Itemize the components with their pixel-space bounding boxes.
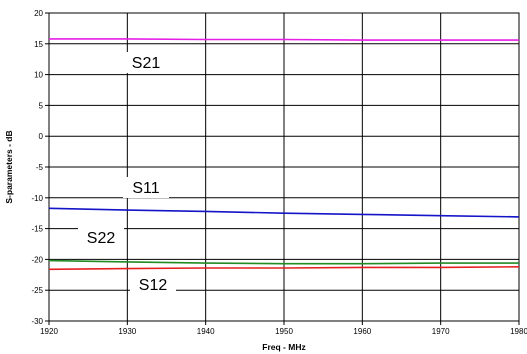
- y-tick-label: -10: [31, 194, 43, 203]
- series-line-s21: [49, 38, 519, 41]
- y-tick-label: -15: [31, 225, 43, 234]
- annotation-s21: S21: [132, 55, 161, 72]
- series-line-s11: [48, 207, 520, 218]
- y-tick-label: -25: [31, 286, 43, 295]
- y-tick-label: 5: [39, 101, 44, 110]
- x-tick-label: 1930: [118, 327, 136, 336]
- y-tick-label: 0: [39, 132, 44, 141]
- series-line-s22: [48, 259, 519, 265]
- series-lines: [48, 38, 520, 271]
- x-tick-label: 1970: [432, 327, 450, 336]
- x-tick-label: 1950: [275, 327, 293, 336]
- y-tick-label: 15: [34, 40, 43, 49]
- y-tick-label: 10: [34, 71, 43, 80]
- series-line-s12: [48, 266, 520, 271]
- x-tick-labels: 1920 1930 1940 1950 1960 1970 1980: [40, 327, 527, 336]
- series-annotations: S21 S11 S22 S12: [78, 52, 176, 295]
- y-axis-label: S-parameters - dB: [4, 130, 14, 203]
- x-axis-label: Freq - MHz: [262, 342, 305, 352]
- x-tick-label: 1920: [40, 327, 58, 336]
- annotation-background: [123, 52, 169, 73]
- y-tick-label: -5: [36, 163, 44, 172]
- annotation-s12: S12: [139, 277, 168, 294]
- grid-lines: [45, 12, 520, 325]
- annotation-background: [130, 274, 176, 295]
- y-tick-label: 20: [34, 9, 43, 18]
- y-tick-label: -30: [31, 317, 43, 326]
- x-tick-label: 1940: [197, 327, 215, 336]
- x-tick-label: 1980: [510, 327, 527, 336]
- annotation-background: [78, 227, 124, 248]
- y-tick-labels: 20 15 10 5 0 -5 -10 -15 -20 -25 -30: [31, 9, 43, 326]
- y-tick-label: -20: [31, 255, 43, 264]
- x-tick-label: 1960: [353, 327, 371, 336]
- annotation-s22: S22: [87, 230, 116, 247]
- annotation-s11: S11: [132, 180, 159, 197]
- annotation-background: [123, 177, 169, 198]
